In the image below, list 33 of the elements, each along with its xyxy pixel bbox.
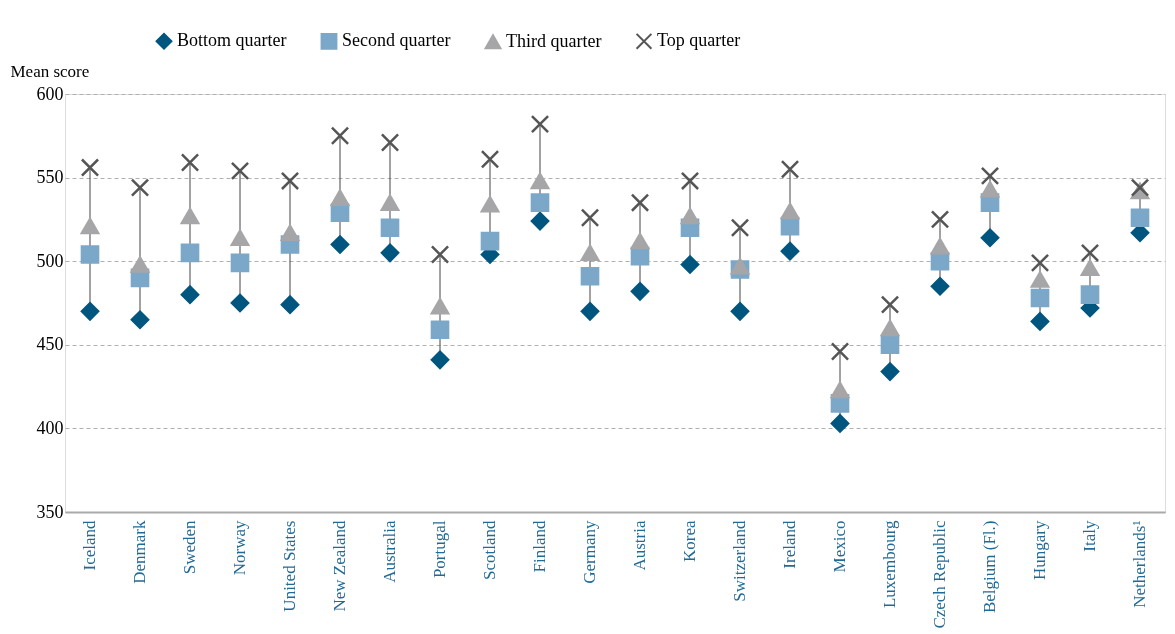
x-tick-label: Denmark <box>130 520 149 584</box>
x-tick-label: Belgium (Fl.) <box>980 520 999 614</box>
x-tick-label: Luxembourg <box>880 520 899 609</box>
y-tick-label: 350 <box>36 501 64 522</box>
x-tick-label: Iceland <box>80 520 99 571</box>
legend-label: Top quarter <box>657 30 741 51</box>
x-tick-label: United States <box>280 520 299 612</box>
x-tick-label: Scotland <box>480 520 499 580</box>
legend-label: Third quarter <box>506 30 602 51</box>
x-tick-label: Hungary <box>1030 520 1049 580</box>
y-tick-label: 500 <box>36 250 64 271</box>
y-axis-title: Mean score <box>10 61 90 81</box>
y-tick-label: 450 <box>36 334 64 355</box>
x-tick-label: Italy <box>1080 520 1099 552</box>
y-tick-label: 550 <box>36 167 64 188</box>
x-tick-label: Korea <box>680 520 699 563</box>
x-tick-label: Mexico <box>830 520 849 573</box>
x-tick-label: Ireland <box>780 520 799 569</box>
x-tick-label: Sweden <box>180 520 199 575</box>
legend-label: Bottom quarter <box>177 30 287 51</box>
x-tick-label: Portugal <box>430 520 449 579</box>
legend-label: Second quarter <box>342 30 451 51</box>
x-tick-label: Australia <box>380 520 399 583</box>
x-tick-label: Finland <box>530 520 549 573</box>
x-tick-label: Switzerland <box>730 520 749 602</box>
y-tick-label: 400 <box>36 417 64 438</box>
x-tick-label: Norway <box>230 520 249 576</box>
x-tick-label: Austria <box>630 520 649 571</box>
x-tick-label: Germany <box>580 520 599 584</box>
x-tick-label: Netherlands¹ <box>1130 520 1149 608</box>
y-tick-label: 600 <box>36 83 64 104</box>
x-tick-label: New Zealand <box>330 520 349 612</box>
x-tick-label: Czech Republic <box>930 520 949 629</box>
